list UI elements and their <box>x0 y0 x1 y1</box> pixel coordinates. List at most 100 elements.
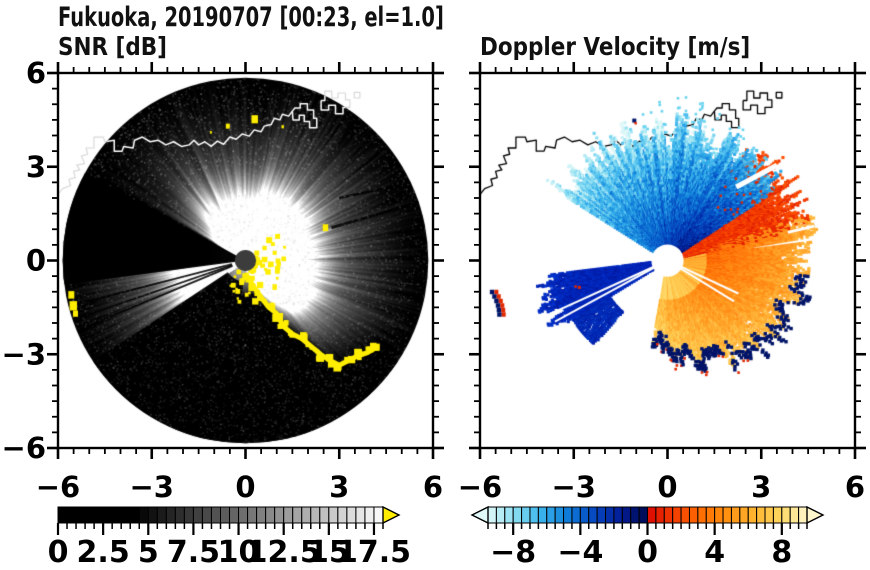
y-tick-label: 3 <box>26 150 46 184</box>
velocity-colorbar-segment <box>697 506 707 524</box>
velocity-colorbar-under-arrow <box>470 505 489 525</box>
snr-colorbar-segment <box>319 506 330 524</box>
velocity-colorbar-segment <box>789 506 800 524</box>
velocity-colorbar-segment <box>504 506 514 524</box>
snr-colorbar-segment <box>111 506 122 524</box>
snr-colorbar-label: 2.5 <box>77 535 130 570</box>
x-tick-label: −6 <box>36 470 80 504</box>
velocity-colorbar-segment <box>613 506 623 524</box>
velocity-colorbar-segment <box>529 506 539 524</box>
snr-colorbar-label: 15 <box>308 535 350 570</box>
x-tick-label: 3 <box>329 470 349 504</box>
snr-colorbar-segment <box>210 506 222 524</box>
velocity-colorbar-segment <box>672 506 682 524</box>
snr-colorbar-segment <box>355 506 366 524</box>
page-title: Fukuoka, 20190707 [00:23, el=1.0] <box>58 2 444 33</box>
snr-colorbar-segment <box>301 506 312 524</box>
snr-colorbar-segment <box>220 506 231 524</box>
x-tick-label: 0 <box>657 470 677 504</box>
y-tick-label: 0 <box>26 244 46 278</box>
x-tick-label: 6 <box>423 470 443 504</box>
velocity-colorbar-segment <box>579 506 590 524</box>
velocity-colorbar-segment <box>739 506 749 524</box>
snr-colorbar-segment <box>229 506 240 524</box>
snr-colorbar-segment <box>75 506 86 524</box>
snr-colorbar-segment <box>156 506 167 524</box>
snr-colorbar-segment <box>373 506 384 524</box>
velocity-colorbar-segment <box>605 506 615 524</box>
velocity-colorbar-segment <box>495 506 506 524</box>
velocity-colorbar-segment <box>772 506 783 524</box>
snr-colorbar-segment <box>84 506 95 524</box>
velocity-colorbar-over-arrow <box>806 505 825 525</box>
velocity-colorbar-segment <box>571 506 581 524</box>
velocity-colorbar-segment <box>647 506 657 524</box>
velocity-colorbar-segment <box>714 506 724 524</box>
snr-colorbar-label: 10 <box>218 535 260 570</box>
snr-colorbar-segment <box>120 506 131 524</box>
snr-colorbar-label: 0 <box>48 535 69 570</box>
velocity-colorbar-label: −8 <box>490 535 536 570</box>
velocity-colorbar-label: 4 <box>704 535 725 570</box>
snr-colorbar-segment <box>247 506 258 524</box>
snr-colorbar-label: 5 <box>138 535 159 570</box>
snr-colorbar-segment <box>265 506 276 524</box>
snr-colorbar-segment <box>364 506 375 524</box>
snr-colorbar-segment <box>274 506 285 524</box>
snr-colorbar-segment <box>66 506 77 524</box>
snr-panel-title: SNR [dB] <box>58 32 167 61</box>
velocity-colorbar-label: 8 <box>771 535 792 570</box>
y-tick-label: −6 <box>2 431 46 465</box>
snr-colorbar-segment <box>337 506 348 524</box>
velocity-colorbar-segment <box>521 506 531 524</box>
velocity-radar-canvas <box>480 73 855 448</box>
snr-colorbar-segment <box>93 506 104 524</box>
velocity-colorbar-segment <box>705 506 716 524</box>
snr-colorbar-segment <box>147 506 158 524</box>
snr-colorbar-segment <box>346 506 357 524</box>
velocity-colorbar-segment <box>663 506 674 524</box>
velocity-colorbar-segment <box>630 506 640 524</box>
snr-radar-canvas <box>58 73 433 448</box>
snr-colorbar-segment <box>183 506 194 524</box>
snr-colorbar-segment <box>192 506 203 524</box>
snr-colorbar-label: 17.5 <box>337 535 411 570</box>
velocity-colorbar-segment <box>554 506 565 524</box>
snr-colorbar-segment <box>292 506 303 524</box>
velocity-colorbar-segment <box>781 506 791 524</box>
snr-colorbar-segment <box>138 506 149 524</box>
x-tick-label: 3 <box>751 470 771 504</box>
snr-colorbar-segment <box>328 506 339 524</box>
velocity-colorbar-segment <box>655 506 665 524</box>
velocity-colorbar-segment <box>722 506 732 524</box>
snr-colorbar-segment <box>129 506 140 524</box>
velocity-panel-title: Doppler Velocity [m/s] <box>480 32 751 61</box>
snr-colorbar-label: 7.5 <box>167 535 220 570</box>
snr-colorbar-segment <box>310 506 321 524</box>
snr-colorbar-segment <box>256 506 267 524</box>
x-tick-label: −3 <box>130 470 174 504</box>
y-tick-label: −3 <box>2 337 46 371</box>
velocity-colorbar-segment <box>756 506 766 524</box>
velocity-colorbar-segment <box>537 506 548 524</box>
velocity-colorbar-label: 0 <box>637 535 658 570</box>
velocity-colorbar-segment <box>596 506 607 524</box>
velocity-colorbar-segment <box>638 506 649 524</box>
velocity-colorbar-segment <box>764 506 774 524</box>
snr-colorbar-segment <box>174 506 185 524</box>
velocity-colorbar-segment <box>688 506 699 524</box>
velocity-colorbar-segment <box>747 506 758 524</box>
snr-colorbar-segment <box>238 506 249 524</box>
snr-colorbar-segment <box>57 506 68 524</box>
snr-colorbar-segment <box>201 506 212 524</box>
y-tick-label: 6 <box>26 56 46 90</box>
velocity-colorbar-segment <box>730 506 741 524</box>
snr-colorbar-segment <box>102 506 113 524</box>
snr-colorbar-segment <box>165 506 176 524</box>
x-tick-label: 6 <box>845 470 865 504</box>
snr-colorbar-segment <box>283 506 294 524</box>
x-tick-label: 0 <box>235 470 255 504</box>
velocity-colorbar-segment <box>680 506 690 524</box>
velocity-colorbar-segment <box>512 506 523 524</box>
